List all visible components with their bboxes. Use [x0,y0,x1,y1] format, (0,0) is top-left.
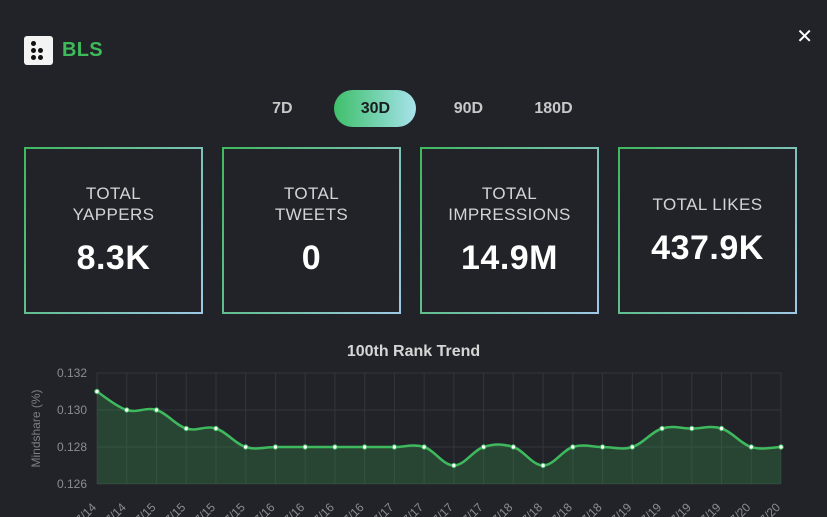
timeframe-tabs: 7D 30D 90D 180D [0,90,827,127]
data-point [391,444,398,450]
data-point [540,462,546,469]
bls-logo-icon [24,36,53,65]
card-value: 8.3K [76,239,151,277]
x-tick-label: 7/19 [608,500,635,517]
data-point [689,425,695,432]
x-tick-label: 7/14 [102,500,129,517]
x-tick-label: 7/15 [162,500,189,517]
y-tick-label: 0.128 [57,440,87,454]
total-tweets-card: TOTAL TWEETS 0 [222,147,401,314]
series-area [97,391,781,484]
data-point [94,388,100,395]
x-tick-label: 7/20 [727,500,754,517]
data-point [124,407,130,413]
x-tick-label: 7/18 [519,500,546,517]
card-value: 14.9M [461,239,558,277]
tab-30d[interactable]: 30D [334,90,417,127]
x-tick-label: 7/19 [697,500,724,517]
card-value: 0 [301,239,322,277]
x-tick-label: 7/15 [132,500,159,517]
chart-title: 100th Rank Trend [346,343,481,360]
card-label: TOTAL IMPRESSIONS [448,184,571,224]
x-tick-label: 7/16 [340,500,367,517]
data-point [361,444,368,450]
y-axis-label: Mindshare (%) [29,389,43,467]
total-likes-card: TOTAL LIKES 437.9K [618,147,797,314]
card-label: TOTAL TWEETS [274,184,349,224]
data-point [183,425,189,432]
x-tick-label: 7/18 [489,500,516,517]
x-tick-label: 7/16 [251,500,278,517]
data-point [302,444,308,450]
x-tick-label: 7/18 [578,500,605,517]
data-point [213,425,219,432]
total-impressions-card: TOTAL IMPRESSIONS 14.9M [420,147,599,314]
card-label: TOTAL YAPPERS [72,184,155,224]
y-tick-label: 0.130 [57,403,87,417]
x-tick-label: 7/18 [549,500,576,517]
close-button[interactable]: ✕ [796,26,813,48]
x-tick-label: 7/16 [311,500,338,517]
token-header: BLS [24,36,103,65]
data-point [242,444,249,450]
data-point [451,462,457,469]
data-point [510,444,517,450]
x-tick-label: 7/17 [430,500,457,517]
tab-7d[interactable]: 7D [272,99,293,117]
tab-180d[interactable]: 180D [534,99,573,117]
card-label: TOTAL LIKES [652,194,763,214]
data-point [570,444,576,450]
x-tick-label: 7/17 [370,500,397,517]
y-tick-label: 0.132 [57,366,87,380]
x-tick-label: 7/17 [459,500,486,517]
card-value: 437.9K [651,228,764,267]
y-tick-label: 0.126 [57,477,87,491]
token-name: BLS [62,39,103,61]
tab-90d[interactable]: 90D [453,99,484,117]
x-tick-label: 7/14 [73,500,100,517]
data-point [332,444,338,450]
data-point [748,444,754,450]
x-tick-label: 7/20 [757,500,784,517]
data-point [659,425,665,432]
x-tick-label: 7/16 [281,500,308,517]
data-point [272,444,279,450]
x-tick-label: 7/19 [667,500,694,517]
x-tick-label: 7/17 [400,500,427,517]
data-point [599,444,606,450]
data-point [718,425,725,432]
data-point [480,444,487,450]
data-point [153,407,160,413]
x-tick-label: 7/15 [221,500,248,517]
total-yappers-card: TOTAL YAPPERS 8.3K [24,147,203,314]
data-point [778,444,784,450]
x-tick-label: 7/15 [192,500,219,517]
stats-cards: TOTAL YAPPERS 8.3K TOTAL TWEETS 0 TOTAL … [24,147,797,314]
x-tick-label: 7/19 [638,500,665,517]
data-point [629,444,636,450]
data-point [421,444,427,450]
